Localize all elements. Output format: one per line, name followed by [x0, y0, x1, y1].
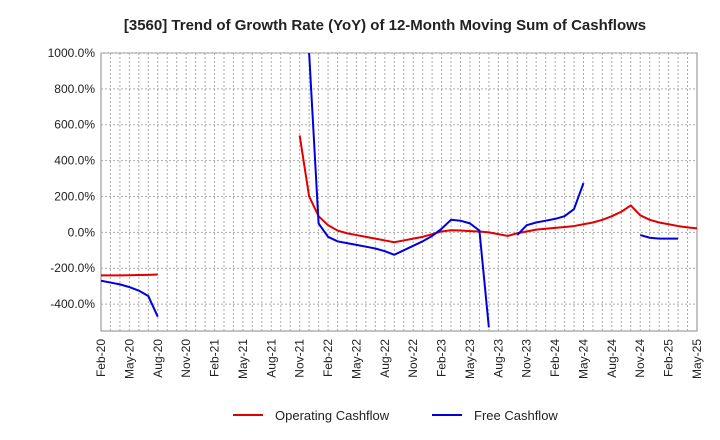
series-line-0 [101, 135, 697, 277]
legend: Operating Cashflow Free Cashflow [233, 408, 558, 423]
x-tick-label: May-23 [463, 339, 477, 379]
x-tick-label: Feb-25 [662, 339, 676, 377]
series-line-1 [101, 53, 679, 328]
x-tick-label: Aug-24 [605, 339, 619, 378]
x-tick-label: Aug-23 [491, 339, 505, 378]
x-tick-label: May-20 [122, 339, 136, 379]
x-tick-label: Aug-22 [378, 339, 392, 378]
y-tick-label: -200.0% [50, 261, 95, 275]
y-axis: 1000.0% 800.0% 600.0% 400.0% 200.0% 0.0% -200.… [48, 46, 96, 311]
x-tick-label: Aug-20 [151, 339, 165, 378]
legend-label-1: Free Cashflow [474, 408, 558, 423]
legend-label-0: Operating Cashflow [275, 408, 390, 423]
x-tick-label: Nov-23 [520, 339, 534, 378]
x-tick-label: May-21 [236, 339, 250, 379]
y-tick-label: 600.0% [54, 118, 95, 132]
x-tick-label: May-22 [349, 339, 363, 379]
x-tick-label: Nov-20 [179, 339, 193, 378]
y-tick-label: 200.0% [54, 189, 95, 203]
plot-area [100, 52, 698, 332]
series-lines [101, 53, 697, 328]
grid-lines [101, 52, 697, 331]
y-tick-label: 0.0% [68, 225, 96, 239]
x-tick-label: Aug-21 [264, 339, 278, 378]
y-tick-label: 1000.0% [48, 46, 96, 60]
x-tick-label: Nov-22 [406, 339, 420, 378]
x-axis: Feb-20 May-20 Aug-20 Nov-20 Feb-21 May-21 Aug-… [94, 339, 704, 379]
x-tick-label: Nov-24 [633, 339, 647, 378]
y-tick-label: 800.0% [54, 82, 95, 96]
x-tick-label: May-25 [690, 339, 704, 379]
y-tick-label: 400.0% [54, 154, 95, 168]
x-tick-label: May-24 [576, 339, 590, 379]
x-tick-label: Feb-20 [94, 339, 108, 377]
x-tick-label: Feb-24 [548, 339, 562, 377]
x-tick-label: Feb-23 [435, 339, 449, 377]
x-tick-label: Nov-21 [293, 339, 307, 378]
chart-title: [3560] Trend of Growth Rate (YoY) of 12-… [124, 17, 646, 34]
x-tick-label: Feb-21 [208, 339, 222, 377]
x-tick-label: Feb-22 [321, 339, 335, 377]
y-tick-label: -400.0% [50, 297, 95, 311]
